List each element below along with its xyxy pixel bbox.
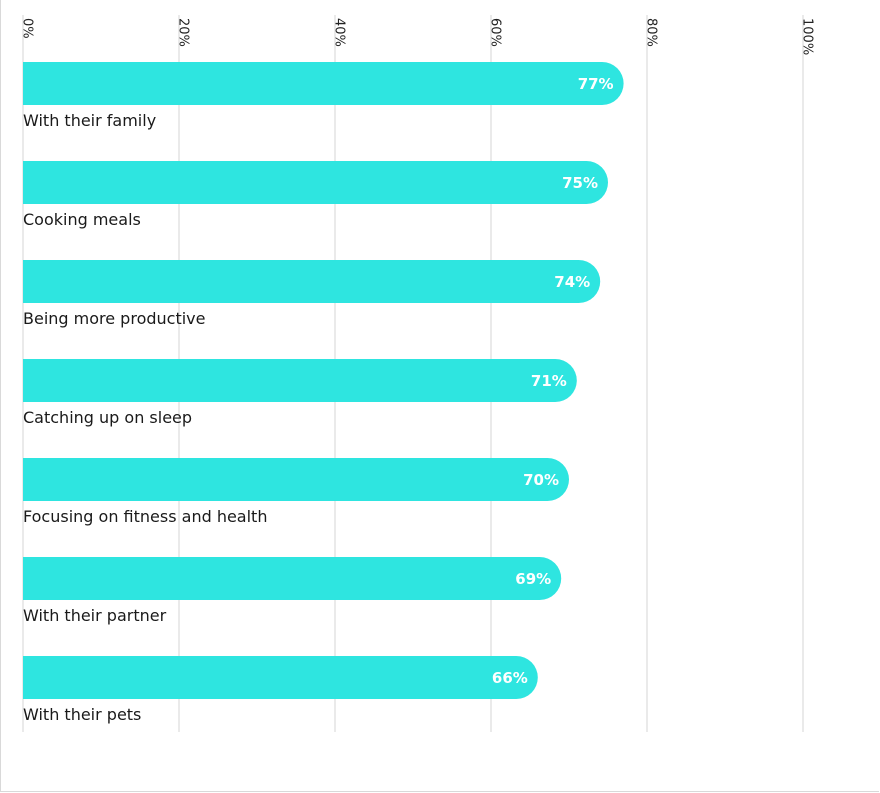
bar-value-label: 74% bbox=[554, 273, 590, 291]
x-tick-label: 0% bbox=[20, 18, 35, 39]
category-label: Being more productive bbox=[23, 309, 205, 328]
x-tick-label: 60% bbox=[488, 18, 503, 47]
bar-group: 66% With their pets bbox=[23, 656, 538, 724]
category-label: Cooking meals bbox=[23, 210, 141, 229]
category-label: Catching up on sleep bbox=[23, 408, 192, 427]
bar-value-label: 77% bbox=[578, 75, 614, 93]
bar-group: 71% Catching up on sleep bbox=[23, 359, 577, 427]
bar-group: 70% Focusing on fitness and health bbox=[23, 458, 569, 526]
bar-value-label: 69% bbox=[515, 570, 551, 588]
bar-group: 77% With their family bbox=[23, 62, 624, 130]
x-tick-label: 100% bbox=[800, 18, 815, 55]
x-tick-label: 80% bbox=[644, 18, 659, 47]
bar-group: 69% With their partner bbox=[23, 557, 562, 625]
bar bbox=[23, 260, 601, 303]
category-label: With their pets bbox=[23, 705, 141, 724]
bar-value-label: 70% bbox=[523, 471, 559, 489]
category-label: With their family bbox=[23, 111, 156, 130]
bar-value-label: 75% bbox=[562, 174, 598, 192]
bar bbox=[23, 656, 538, 699]
bar bbox=[23, 359, 577, 402]
bar bbox=[23, 458, 569, 501]
bar bbox=[23, 161, 608, 204]
x-tick-label: 40% bbox=[332, 18, 347, 47]
x-tick-label: 20% bbox=[176, 18, 191, 47]
x-axis-ticks: 0% 20% 40% 60% 80% 100% bbox=[20, 18, 815, 55]
bar bbox=[23, 557, 562, 600]
bars: 77% With their family 75% Cooking meals 74% B… bbox=[23, 62, 624, 724]
category-label: Focusing on fitness and health bbox=[23, 507, 267, 526]
bar-value-label: 66% bbox=[492, 669, 528, 687]
bar-value-label: 71% bbox=[531, 372, 567, 390]
category-label: With their partner bbox=[23, 606, 167, 625]
bar-group: 75% Cooking meals bbox=[23, 161, 608, 229]
bar-group: 74% Being more productive bbox=[23, 260, 601, 328]
bar bbox=[23, 62, 624, 105]
